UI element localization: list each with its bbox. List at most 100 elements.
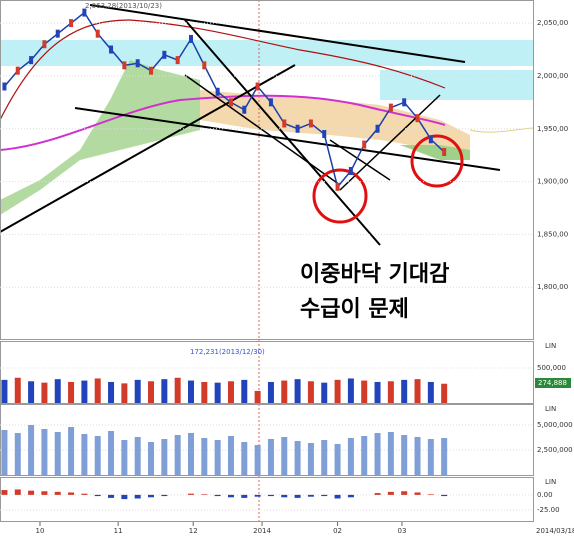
bar <box>441 438 448 475</box>
bar <box>374 381 381 403</box>
bar <box>307 494 314 497</box>
bar <box>121 440 128 475</box>
bar <box>294 494 301 498</box>
bar <box>214 382 221 403</box>
bar <box>1 490 8 495</box>
y-tick-label: 1,950,00 <box>537 125 568 133</box>
bar <box>81 380 88 403</box>
bar <box>267 439 274 475</box>
bar <box>227 494 234 498</box>
candle <box>202 61 207 70</box>
candle <box>228 98 233 107</box>
bar <box>108 494 115 498</box>
bar <box>108 381 115 403</box>
bar <box>254 445 261 475</box>
bar <box>134 494 141 499</box>
bar <box>161 379 168 403</box>
bar <box>161 494 168 497</box>
bar <box>161 439 168 475</box>
bar <box>254 494 261 497</box>
bar <box>427 439 434 475</box>
bar <box>281 437 288 475</box>
bar <box>321 440 328 475</box>
scale-label: LIN <box>545 342 556 350</box>
candle <box>55 29 60 38</box>
candle <box>362 140 367 149</box>
candle <box>442 147 447 156</box>
bar <box>334 379 341 403</box>
candle <box>388 103 393 112</box>
bar <box>201 381 208 403</box>
y-tick-label: 0.00 <box>537 491 553 499</box>
y-tick-label: 2,500,000 <box>537 446 573 454</box>
candle <box>95 29 100 38</box>
bar <box>267 381 274 403</box>
panel-frame <box>0 0 534 340</box>
x-tick-label: 10 <box>36 527 45 535</box>
bar <box>241 442 248 475</box>
candle <box>322 130 327 139</box>
candle <box>348 167 353 175</box>
candle <box>215 87 220 96</box>
bar <box>387 432 394 475</box>
x-tick-label: 11 <box>114 527 123 535</box>
bar <box>387 491 394 495</box>
highlight-circle <box>312 168 368 224</box>
candle <box>175 56 180 65</box>
bar <box>148 381 155 403</box>
bar <box>294 379 301 403</box>
candle <box>295 124 300 133</box>
trend-line <box>184 19 381 246</box>
bar <box>14 377 21 403</box>
bar <box>321 382 328 403</box>
bar <box>28 425 35 475</box>
trend-line <box>329 139 391 181</box>
bar <box>54 491 61 495</box>
candle <box>122 61 127 70</box>
candle <box>428 135 433 144</box>
bar <box>414 437 421 475</box>
bar <box>214 494 221 497</box>
candle <box>82 8 87 17</box>
candle <box>242 105 247 114</box>
bar <box>401 435 408 475</box>
scale-label: LIN <box>545 478 556 486</box>
bar <box>427 381 434 403</box>
bar <box>81 493 88 495</box>
bar <box>14 489 21 495</box>
bar <box>307 443 314 475</box>
bar <box>108 431 115 475</box>
highlight-band <box>380 70 533 100</box>
bar <box>187 433 194 475</box>
trend-line <box>0 64 296 233</box>
bar <box>441 383 448 403</box>
bar <box>307 381 314 403</box>
candle <box>188 34 193 43</box>
bar <box>14 433 21 475</box>
bar <box>241 379 248 403</box>
candle <box>415 114 420 123</box>
candle <box>255 82 260 91</box>
x-tick-label: 12 <box>189 527 198 535</box>
candle <box>268 98 273 107</box>
bar <box>187 493 194 495</box>
bar <box>401 379 408 403</box>
bar <box>334 494 341 499</box>
last-value-box <box>535 378 571 388</box>
candle <box>42 40 47 49</box>
candle <box>335 182 340 191</box>
bar <box>427 494 434 495</box>
annotation-text: 이중바닥 기대감 <box>300 262 449 287</box>
panel-frame <box>0 404 534 476</box>
y-tick-label: 5,000,000 <box>537 421 573 429</box>
y-tick-label: -25.00 <box>537 506 560 514</box>
bar <box>94 494 101 497</box>
bar <box>361 436 368 475</box>
bar <box>81 434 88 475</box>
y-tick-label: 1,800,00 <box>537 283 568 291</box>
bar <box>241 494 248 498</box>
bar <box>1 379 8 403</box>
ma-line <box>0 19 446 121</box>
scale-label: LIN <box>545 405 556 413</box>
cloud <box>0 60 200 215</box>
